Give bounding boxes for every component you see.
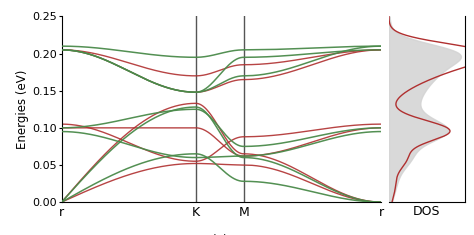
Text: (c): (c) bbox=[212, 234, 228, 235]
X-axis label: DOS: DOS bbox=[413, 205, 440, 218]
Y-axis label: Energies (eV): Energies (eV) bbox=[16, 70, 29, 149]
